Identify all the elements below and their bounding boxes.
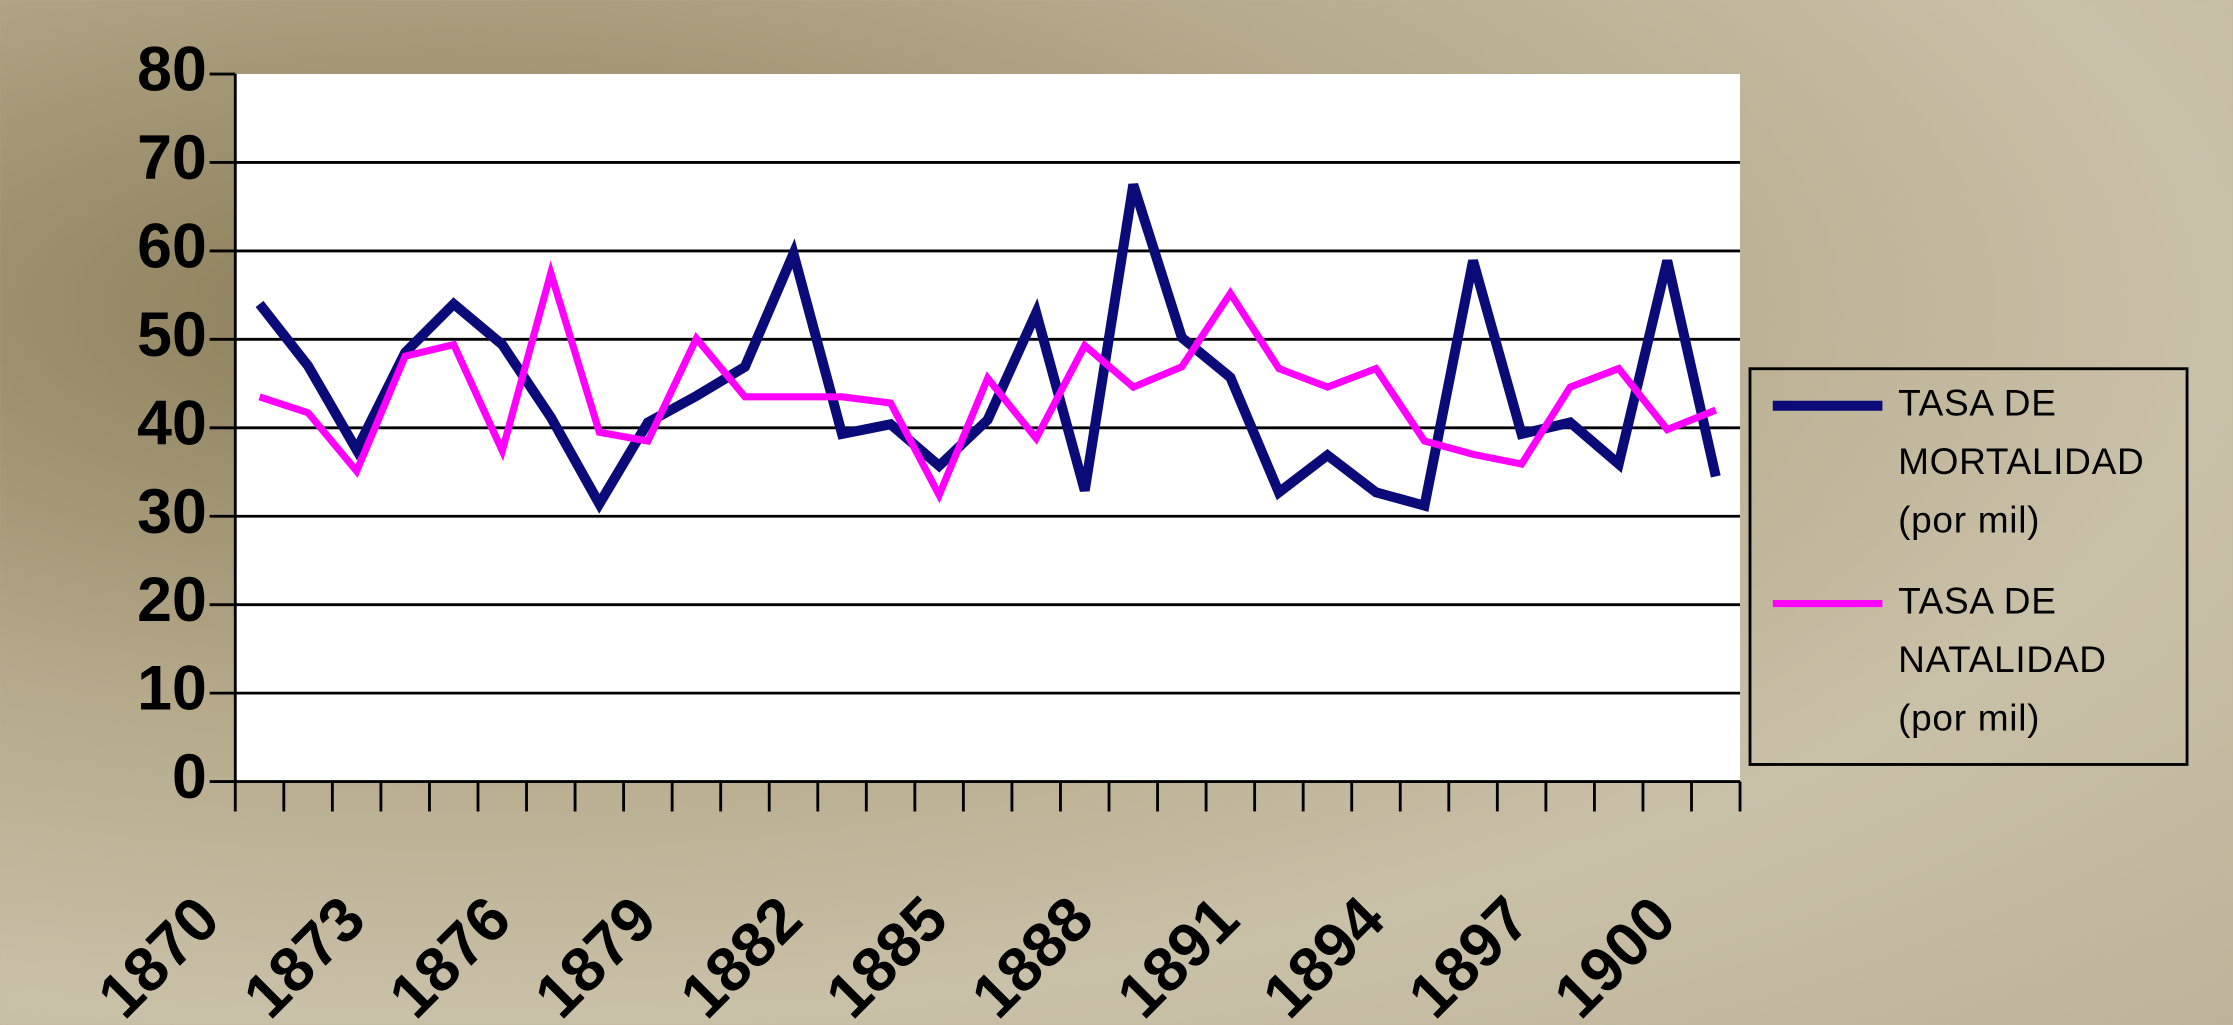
x-tick-label: 1888 xyxy=(958,883,1106,1025)
legend-item: TASA DE NATALIDAD (por mil) xyxy=(1898,579,2107,739)
y-tick-label: 70 xyxy=(137,123,207,193)
y-tick-label: 0 xyxy=(172,742,207,812)
y-tick-label: 50 xyxy=(137,300,207,370)
series-line xyxy=(255,183,1721,514)
legend-box xyxy=(1748,367,2189,766)
x-tick-label: 1876 xyxy=(376,883,524,1025)
x-tick-label: 1897 xyxy=(1395,883,1543,1025)
x-tick-label: 1900 xyxy=(1541,883,1689,1025)
x-tick-label: 1870 xyxy=(85,883,233,1025)
y-tick-label: 30 xyxy=(137,477,207,547)
series-line xyxy=(258,260,1718,504)
y-tick-label: 60 xyxy=(137,211,207,281)
x-tick-label: 1882 xyxy=(667,883,815,1025)
x-tick-label: 1891 xyxy=(1104,883,1252,1025)
legend-label: TASA DE MORTALIDAD (por mil) xyxy=(1898,381,2145,541)
x-tick-label: 1885 xyxy=(813,883,961,1025)
y-tick-label: 10 xyxy=(137,654,207,724)
y-tick-label: 80 xyxy=(137,35,207,105)
x-tick-label: 1894 xyxy=(1250,883,1398,1025)
legend-label: TASA DE NATALIDAD (por mil) xyxy=(1898,579,2107,739)
x-tick-label: 1879 xyxy=(522,883,670,1025)
y-tick-label: 40 xyxy=(137,388,207,458)
x-tick-label: 1873 xyxy=(230,883,378,1025)
legend-item: TASA DE MORTALIDAD (por mil) xyxy=(1898,381,2145,541)
y-tick-label: 20 xyxy=(137,565,207,635)
